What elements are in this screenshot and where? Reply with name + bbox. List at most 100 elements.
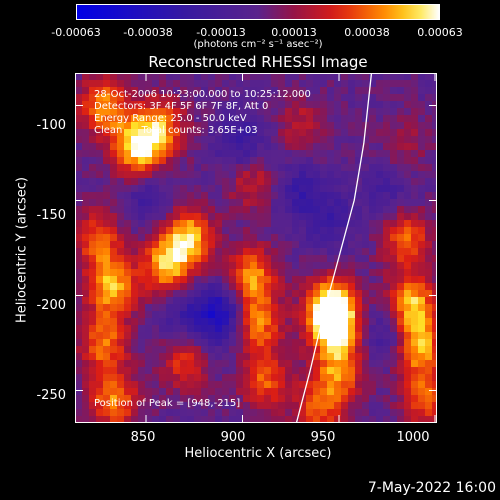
heatmap-cell xyxy=(124,374,131,381)
heatmap-cell xyxy=(271,374,278,381)
heatmap-cell xyxy=(222,122,229,129)
heatmap-cell xyxy=(250,115,257,122)
heatmap-cell xyxy=(341,381,348,388)
heatmap-cell xyxy=(236,381,243,388)
heatmap-cell xyxy=(180,276,187,283)
heatmap-cell xyxy=(229,101,236,108)
heatmap-cell xyxy=(383,290,390,297)
heatmap-cell xyxy=(271,185,278,192)
heatmap-cell xyxy=(411,241,418,248)
heatmap-cell xyxy=(166,185,173,192)
heatmap-cell xyxy=(187,346,194,353)
heatmap-cell xyxy=(75,192,82,199)
heatmap-cell xyxy=(82,409,89,416)
heatmap-cell xyxy=(250,402,257,409)
heatmap-cell xyxy=(299,199,306,206)
heatmap-cell xyxy=(250,262,257,269)
heatmap-cell xyxy=(264,87,271,94)
heatmap-cell xyxy=(320,101,327,108)
heatmap-cell xyxy=(418,283,425,290)
heatmap-cell xyxy=(201,136,208,143)
heatmap-cell xyxy=(432,241,437,248)
heatmap-cell xyxy=(355,108,362,115)
heatmap-cell xyxy=(138,143,145,150)
heatmap-cell xyxy=(292,241,299,248)
heatmap-cell xyxy=(313,360,320,367)
heatmap-cell xyxy=(82,234,89,241)
heatmap-cell xyxy=(89,108,96,115)
heatmap-cell xyxy=(425,185,432,192)
heatmap-cell xyxy=(299,101,306,108)
heatmap-cell xyxy=(425,108,432,115)
heatmap-cell xyxy=(124,255,131,262)
heatmap-cell xyxy=(299,255,306,262)
heatmap-cell xyxy=(425,164,432,171)
heatmap-cell xyxy=(180,143,187,150)
heatmap-cell xyxy=(229,234,236,241)
heatmap-cell xyxy=(271,87,278,94)
heatmap-cell xyxy=(362,255,369,262)
heatmap-cell xyxy=(257,157,264,164)
heatmap-cell xyxy=(418,192,425,199)
energy-range-text: Energy Range: 25.0 - 50.0 keV xyxy=(94,113,247,124)
heatmap-cell xyxy=(131,157,138,164)
heatmap-cell xyxy=(418,402,425,409)
heatmap-cell xyxy=(208,108,215,115)
heatmap-cell xyxy=(215,87,222,94)
heatmap-cell xyxy=(348,241,355,248)
heatmap-cell xyxy=(425,388,432,395)
heatmap-cell xyxy=(425,94,432,101)
heatmap-cell xyxy=(208,276,215,283)
heatmap-cell xyxy=(138,220,145,227)
heatmap-cell xyxy=(180,115,187,122)
heatmap-cell xyxy=(390,388,397,395)
heatmap-cell xyxy=(299,213,306,220)
heatmap-cell xyxy=(124,206,131,213)
heatmap-cell xyxy=(138,325,145,332)
heatmap-cell xyxy=(292,185,299,192)
heatmap-cell xyxy=(397,164,404,171)
heatmap-cell xyxy=(306,73,313,80)
heatmap-cell xyxy=(222,108,229,115)
heatmap-cell xyxy=(201,241,208,248)
heatmap-cell xyxy=(425,115,432,122)
heatmap-cell xyxy=(96,325,103,332)
heatmap-cell xyxy=(117,115,124,122)
heatmap-cell xyxy=(250,178,257,185)
heatmap-cell xyxy=(117,416,124,423)
heatmap-cell xyxy=(418,248,425,255)
heatmap-cell xyxy=(103,143,110,150)
heatmap-cell xyxy=(159,339,166,346)
heatmap-cell xyxy=(89,318,96,325)
heatmap-cell xyxy=(257,339,264,346)
heatmap-cell xyxy=(236,129,243,136)
heatmap-cell xyxy=(194,80,201,87)
heatmap-cell xyxy=(257,150,264,157)
heatmap-cell xyxy=(89,262,96,269)
heatmap-cell xyxy=(180,297,187,304)
heatmap-cell xyxy=(159,185,166,192)
heatmap-cell xyxy=(327,346,334,353)
heatmap-cell xyxy=(397,129,404,136)
heatmap-cell xyxy=(285,276,292,283)
heatmap-cell xyxy=(229,150,236,157)
heatmap-cell xyxy=(334,192,341,199)
heatmap-cell xyxy=(96,395,103,402)
heatmap-cell xyxy=(250,388,257,395)
heatmap-cell xyxy=(124,227,131,234)
heatmap-cell xyxy=(201,388,208,395)
heatmap-cell xyxy=(264,402,271,409)
heatmap-cell xyxy=(250,395,257,402)
heatmap-cell xyxy=(173,290,180,297)
heatmap-cell xyxy=(390,346,397,353)
heatmap-cell xyxy=(131,213,138,220)
heatmap-cell xyxy=(222,388,229,395)
heatmap-cell xyxy=(418,171,425,178)
heatmap-cell xyxy=(145,374,152,381)
heatmap-cell xyxy=(110,73,117,80)
heatmap-cell xyxy=(152,311,159,318)
heatmap-cell xyxy=(327,318,334,325)
heatmap-cell xyxy=(341,276,348,283)
heatmap-cell xyxy=(250,122,257,129)
heatmap-cell xyxy=(173,353,180,360)
